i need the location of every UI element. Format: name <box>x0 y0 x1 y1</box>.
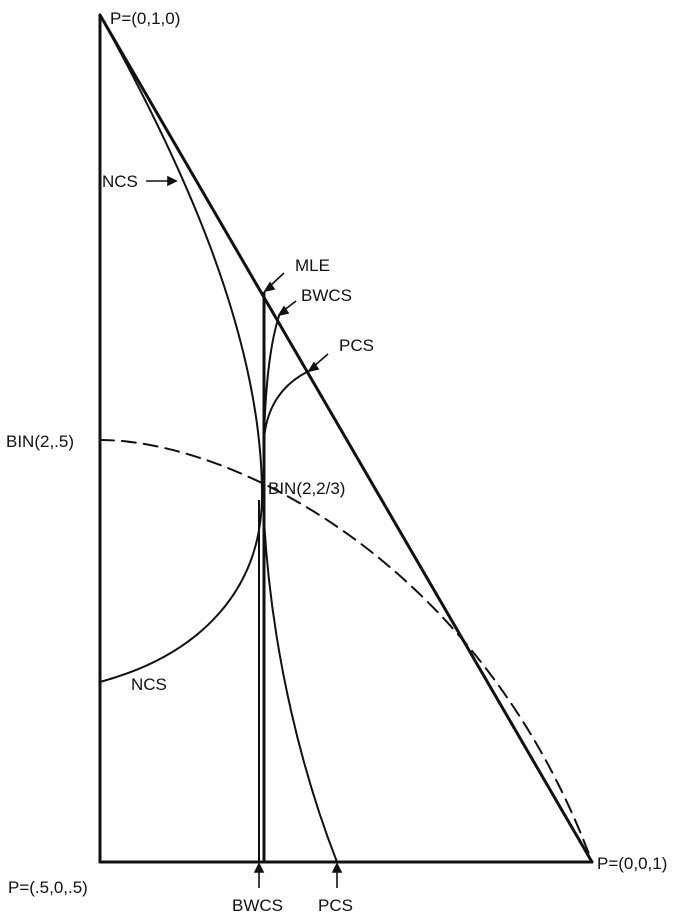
ncs-upper-arrowhead <box>167 175 178 187</box>
bin-two-thirds-label: BIN(2,2/3) <box>268 479 345 498</box>
ncs-lower-curve <box>99 494 263 683</box>
pcs-bottom-label: PCS <box>318 896 353 915</box>
mle-arrowhead <box>263 281 276 293</box>
bwcs-upper-curve <box>263 315 280 441</box>
mle-label: MLE <box>295 256 330 275</box>
bwcs-upper-label: BWCS <box>301 286 352 305</box>
pcs-lower-curve <box>263 519 338 863</box>
bin-half-label: BIN(2,.5) <box>6 432 74 451</box>
hypotenuse-edge <box>98 13 594 864</box>
pcs-bottom-arrowhead <box>331 862 343 873</box>
label-arrows <box>146 175 343 888</box>
vertex-bottom-right-label: P=(0,0,1) <box>597 854 667 873</box>
ncs-lower-label: NCS <box>131 675 167 694</box>
simplex-triangle <box>98 13 594 864</box>
vertex-top-label: P=(0,1,0) <box>110 9 180 28</box>
pcs-upper-curve <box>263 370 310 441</box>
ncs-upper-label: NCS <box>102 172 138 191</box>
bwcs-bottom-arrowhead <box>253 862 265 873</box>
ncs-upper-curve <box>99 14 263 496</box>
bwcs-bottom-label: BWCS <box>232 896 283 915</box>
bwcs-upper-arrowhead <box>277 305 290 317</box>
vertex-bottom-left-label: P=(.5,0,.5) <box>8 878 88 897</box>
pcs-upper-label: PCS <box>339 336 374 355</box>
pcs-upper-arrowhead <box>307 361 320 373</box>
binomial-family-curve <box>99 439 593 863</box>
